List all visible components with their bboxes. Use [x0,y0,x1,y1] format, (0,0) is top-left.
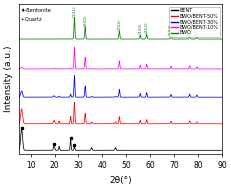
Text: (460): (460) [195,24,199,36]
Text: (131): (131) [73,5,76,17]
Text: (004): (004) [169,24,173,35]
Legend: BENT, BWO/BENT-50%, BWO/BENT-30%, BWO/BENT-10%, BWO: BENT, BWO/BENT-50%, BWO/BENT-30%, BWO/BE… [170,7,219,37]
Text: (202): (202) [117,18,121,30]
Text: (262): (262) [145,22,149,33]
X-axis label: 2θ(°): 2θ(°) [109,176,132,185]
Text: ♦-Bentonite: ♦-Bentonite [20,8,51,13]
Y-axis label: Intensity (a.u.): Intensity (a.u.) [4,46,13,112]
Text: (333): (333) [188,23,192,35]
Text: •-Quartz: •-Quartz [20,17,42,22]
Text: (002): (002) [83,15,87,26]
Text: (133): (133) [138,23,142,34]
